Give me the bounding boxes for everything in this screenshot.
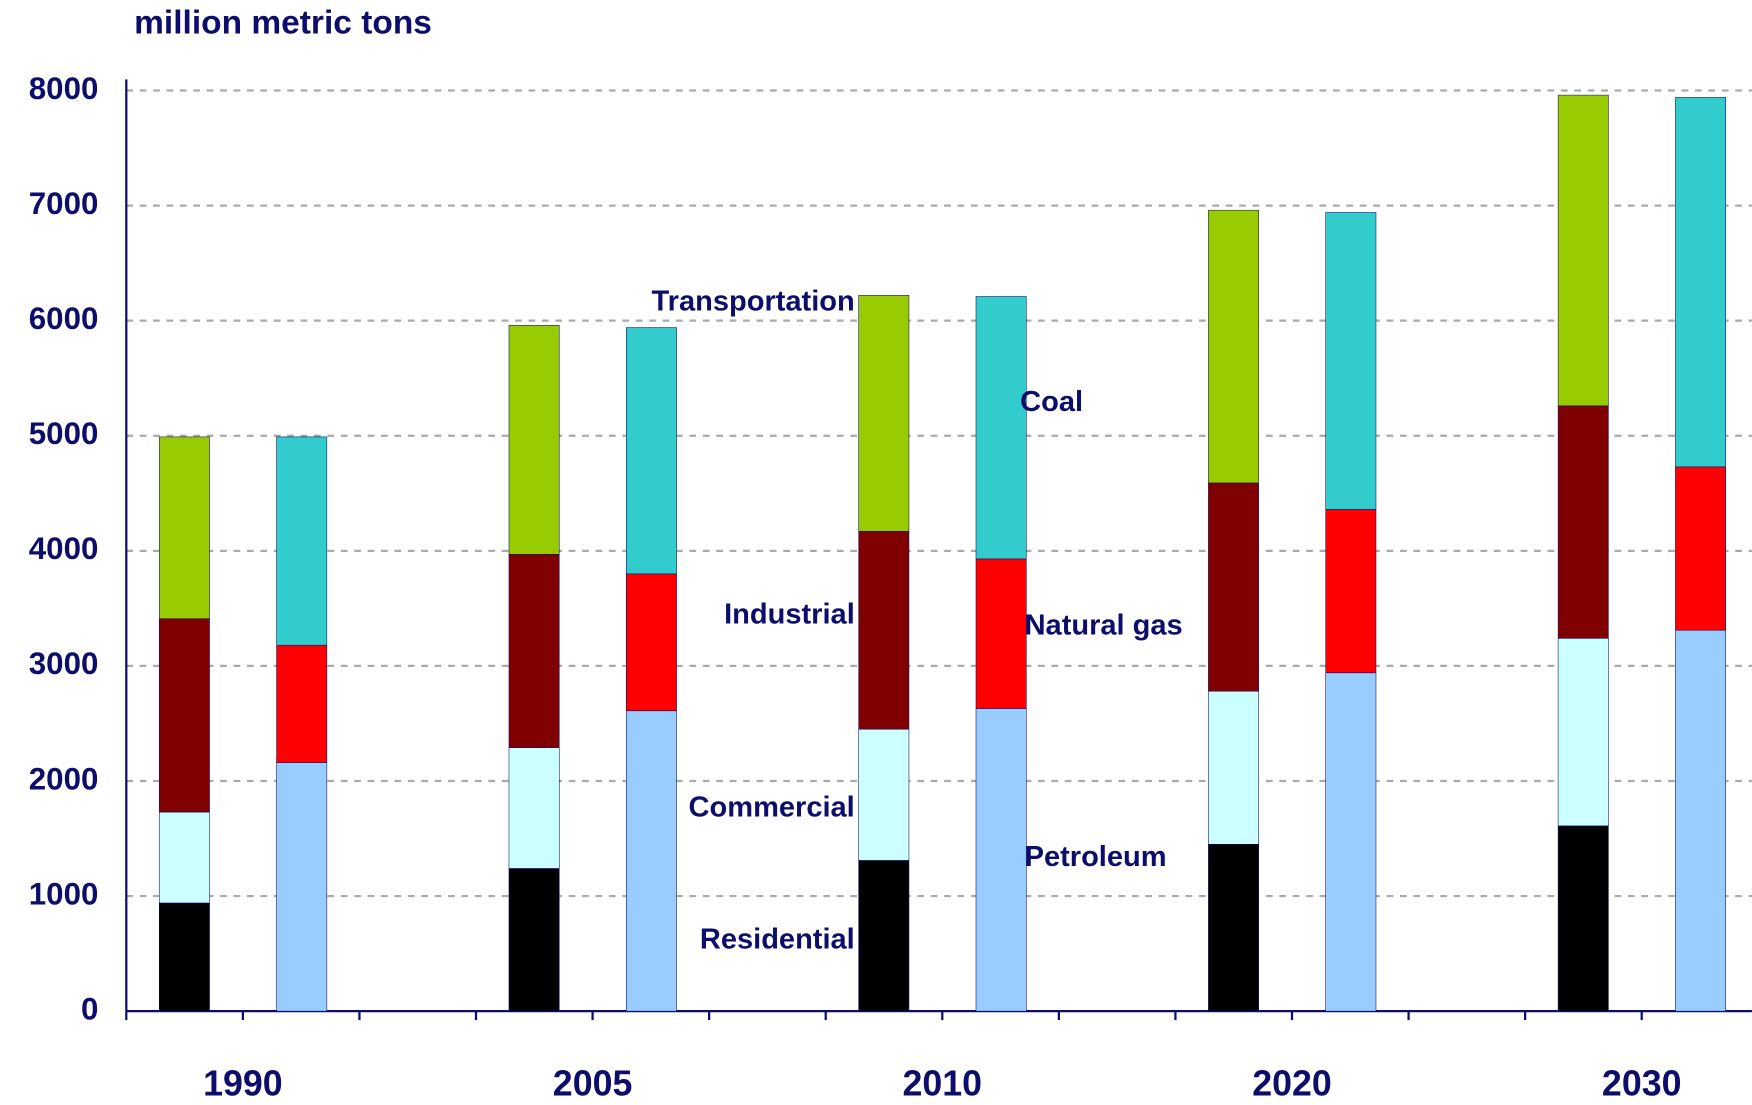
y-tick-label: 0 (81, 991, 98, 1026)
y-tick-label: 7000 (29, 186, 99, 221)
series-label: Industrial (724, 598, 855, 630)
series-label: Natural gas (1025, 609, 1183, 641)
bar-segment (158, 436, 210, 620)
bar-segment (626, 573, 677, 712)
x-tick-label: 2005 (553, 1063, 633, 1103)
bar-segment (276, 762, 328, 1012)
bar-segment (858, 530, 910, 730)
bar-segment (1325, 509, 1377, 674)
bar-segment (1675, 629, 1726, 1012)
bar-segment (508, 747, 560, 869)
bar-segment (508, 868, 560, 1012)
y-tick-label: 3000 (29, 646, 99, 681)
bar-segment (975, 708, 1027, 1012)
bar-segment (1557, 405, 1609, 639)
bar-segment (1325, 672, 1377, 1012)
bar-segment (858, 860, 910, 1012)
bar-segment (158, 902, 210, 1012)
series-label: Commercial (689, 792, 855, 824)
y-tick-label: 5000 (29, 416, 99, 451)
y-axis-label: million metric tons (134, 4, 432, 41)
bar-segment (1557, 94, 1609, 407)
bar-segment (626, 710, 677, 1012)
bar-segment (1208, 209, 1259, 484)
bar-segment (508, 324, 560, 555)
bar-segment (975, 296, 1027, 560)
x-tick-label: 2010 (903, 1063, 983, 1103)
bar-segment (276, 436, 328, 646)
y-tick-label: 1000 (29, 876, 99, 911)
bar-segment (1675, 466, 1726, 631)
x-tick-label: 2020 (1252, 1063, 1332, 1103)
bar-segment (158, 618, 210, 813)
series-label: Residential (700, 923, 855, 955)
bar-segment (1557, 825, 1609, 1012)
bar-segment (158, 811, 210, 904)
bar-segment (508, 553, 560, 748)
y-tick-label: 6000 (29, 301, 99, 336)
x-tick-label: 2030 (1602, 1063, 1682, 1103)
bar-segment (975, 558, 1027, 709)
series-label: Transportation (652, 285, 855, 317)
bar-segment (626, 327, 677, 575)
bar-segment (1325, 212, 1377, 510)
bar-segment (1208, 844, 1259, 1012)
x-tick-label: 1990 (203, 1063, 283, 1103)
series-label: Coal (1020, 386, 1083, 418)
bar-segment (276, 644, 328, 763)
bar-segment (1675, 97, 1726, 468)
series-label: Petroleum (1025, 841, 1167, 873)
y-tick-label: 4000 (29, 531, 99, 566)
y-tick-label: 8000 (29, 71, 99, 106)
bar-segment (1557, 638, 1609, 827)
bar-segment (1208, 482, 1259, 692)
y-tick-label: 2000 (29, 761, 99, 796)
bar-segment (1208, 690, 1259, 845)
bar-segment (858, 295, 910, 532)
bar-segment (858, 728, 910, 861)
